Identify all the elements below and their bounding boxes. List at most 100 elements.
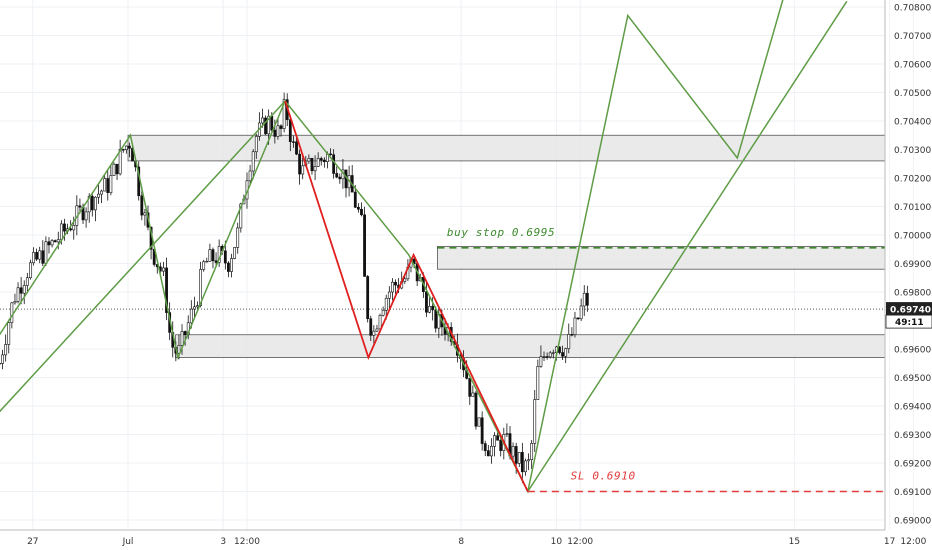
candle-body [434,309,438,329]
supply-demand-zone [436,245,886,270]
y-tick-label: 0.69800 [894,289,931,299]
candle-body [564,348,568,357]
y-tick-label: 0.70100 [894,203,931,213]
candle-body [384,297,388,311]
x-tick-label: 10 [551,537,563,547]
y-tick-label: 0.70500 [894,89,931,99]
candle-body [143,212,147,216]
candle-body [292,141,295,143]
y-tick-label: 0.69000 [894,517,931,527]
candle-body [44,241,48,264]
candle-body [391,281,394,293]
candle-body [517,452,521,464]
candle-body [310,158,314,172]
candle-body [298,153,301,175]
candle-body [474,392,478,427]
x-tick-label: 12:00 [900,537,926,547]
candle-body [536,366,540,400]
candle-body [211,249,215,262]
y-tick-label: 0.69500 [894,374,931,384]
current-price-label: 0.69740 [890,306,931,316]
candle-body [199,269,202,306]
candle-body [576,317,580,320]
candle-body [69,228,73,231]
y-tick-label: 0.69400 [894,403,931,413]
candle-body [118,149,122,175]
candle-body [524,460,527,473]
candle-body [32,252,35,264]
candle-body [103,178,107,192]
candle-body [514,446,518,464]
candle-body [41,250,45,264]
candle-body [483,443,487,451]
candle-body [366,276,370,320]
y-tick-label: 0.69100 [894,488,931,498]
candle-body [533,399,537,444]
candle-body [511,446,515,457]
candle-body [360,208,363,216]
candle-body [261,117,264,124]
candle-body [189,308,193,324]
candle-body [486,450,490,457]
candle-body [239,203,243,229]
candle-body [375,328,379,332]
candle-body [180,331,184,346]
candle-body [97,193,100,198]
candle-body [579,305,583,320]
x-tick-label: Jul [122,537,134,547]
candle-body [183,331,187,335]
candle-body [63,223,66,232]
candle-body [214,260,218,263]
green-zigzag-line [527,0,848,492]
y-tick-label: 0.70300 [894,146,931,156]
candle-body [223,250,227,264]
candle-body [162,267,165,272]
candle-body [527,459,530,462]
candle-body [100,190,103,195]
candle-body [431,305,435,311]
green-zigzag-line [0,0,784,494]
candle-body [403,278,407,282]
candle-body [7,322,11,345]
candle-body [335,173,339,178]
countdown-tag [885,314,932,329]
candle-body [570,334,574,336]
candle-body [87,195,91,213]
candle-body [273,129,277,137]
candle-body [585,292,589,306]
candle-body [22,285,26,294]
candle-body [13,301,17,304]
candle-body [372,330,376,336]
y-tick-label: 0.70700 [894,32,931,42]
candle-body [72,225,76,231]
candle-body [545,356,549,358]
candle-body [233,247,237,259]
candle-body [276,125,280,137]
y-tick-label: 0.69300 [894,431,931,441]
level-label: SL 0.6910 [571,470,636,483]
level-label: buy stop 0.6995 [447,226,555,239]
candle-body [353,191,357,208]
candle-body [551,352,555,354]
candle-body [84,211,88,221]
candle-body [301,165,305,175]
candle-body [520,452,524,473]
candle-body [363,214,366,277]
candle-body [1,354,4,364]
x-tick-label: 3 [220,537,226,547]
candle-body [412,258,416,264]
x-tick-label: 12:00 [234,537,260,547]
candle-body [254,136,258,153]
candle-body [165,267,168,313]
candle-body [425,291,428,313]
candle-body [267,115,271,135]
levels-layer: buy stop 0.6995 SL 0.6910 [437,226,885,493]
y-tick-label: 0.70000 [894,232,931,242]
candle-body [542,356,546,358]
candle-body [38,250,42,260]
candle-body [394,281,397,286]
candle-body [468,378,472,397]
candle-body [19,287,23,294]
candle-body [428,305,431,313]
